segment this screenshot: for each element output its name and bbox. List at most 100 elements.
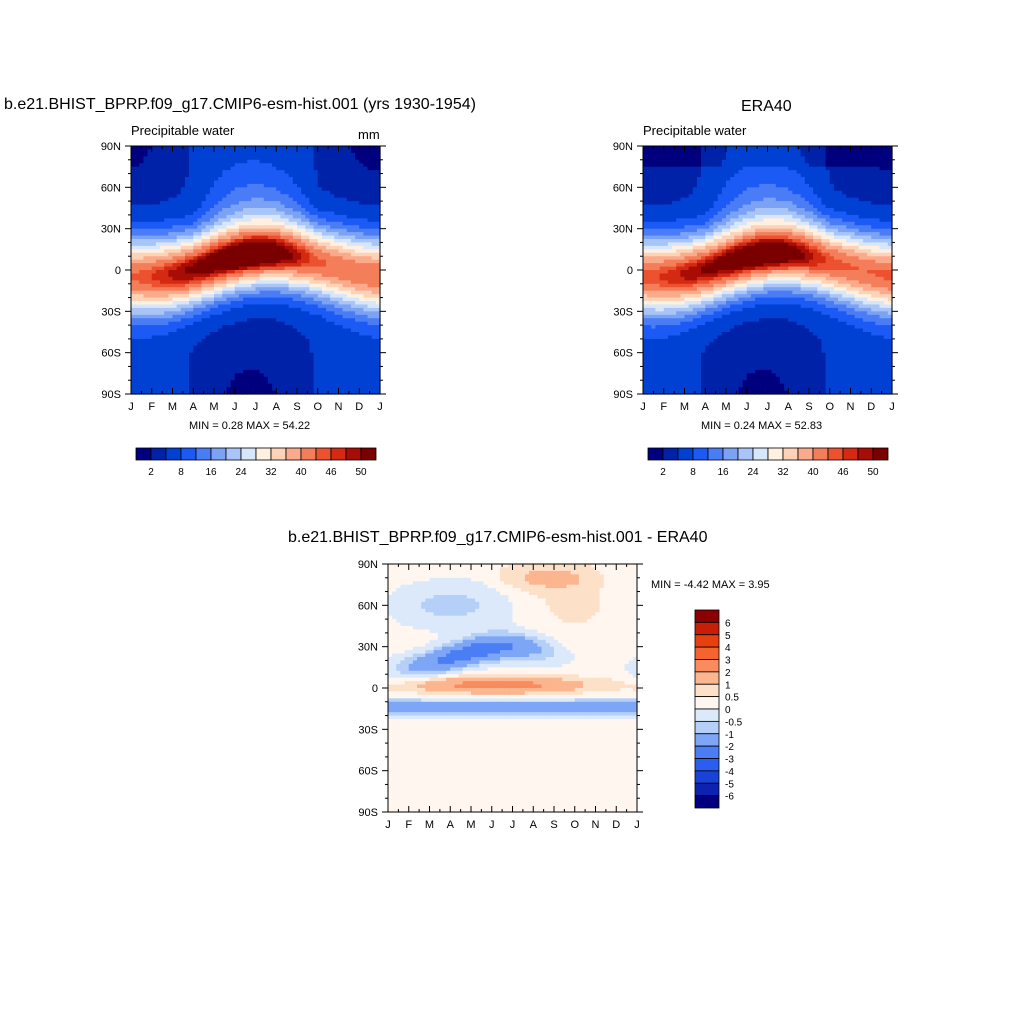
panel1-cell <box>305 366 311 371</box>
panel1-cell <box>234 270 240 275</box>
panel1-cell <box>139 263 145 268</box>
panel1-cell <box>209 173 215 178</box>
panel1-cell <box>355 156 360 161</box>
panel1-cell <box>342 208 348 213</box>
panel1-cell <box>226 287 232 292</box>
panel1-cell <box>155 245 161 250</box>
panel1-cell <box>209 211 215 216</box>
panel1-cell <box>193 342 198 347</box>
panel1-cell <box>292 245 298 250</box>
panel1-cell <box>301 252 306 257</box>
panel1-cell <box>197 366 203 371</box>
panel1-cell <box>139 328 145 333</box>
panel1-cell <box>238 349 244 354</box>
panel1-cell <box>263 204 269 209</box>
panel1-cell <box>201 297 207 302</box>
panel1-cell <box>346 363 352 368</box>
panel1-cell <box>301 373 306 378</box>
panel1-cell <box>180 273 186 278</box>
panel1-cell <box>321 280 327 285</box>
panel2-cell <box>655 369 661 374</box>
panel1-cell <box>172 304 178 309</box>
panel1-cell <box>350 180 356 185</box>
panel1-cell <box>309 156 315 161</box>
panel1-cell <box>263 211 269 216</box>
panel1-cell <box>284 376 290 381</box>
panel2-cell <box>667 266 673 271</box>
panel2-cell <box>672 249 677 254</box>
panel1-cell <box>189 183 194 188</box>
panel1-cell <box>367 242 373 247</box>
panel1-cell <box>334 232 340 237</box>
panel1-cell <box>230 307 236 312</box>
panel1-cell <box>131 273 136 278</box>
panel1-cell <box>164 235 169 240</box>
panel1-cell <box>238 201 244 206</box>
panel1-cell <box>131 373 136 378</box>
panel1-cell <box>197 387 203 392</box>
panel1-cell <box>342 187 348 192</box>
panel1-cell <box>255 208 261 213</box>
panel1-cell <box>326 163 331 168</box>
panel1-cell <box>309 304 315 309</box>
panel1-cell <box>363 307 369 312</box>
panel1-cell <box>218 201 223 206</box>
panel1-cell <box>267 190 273 195</box>
panel2-cell <box>647 252 652 257</box>
panel2-cell <box>643 383 648 388</box>
panel1-cell <box>342 245 348 250</box>
panel1-cell <box>172 197 178 202</box>
panel1-cell <box>251 280 257 285</box>
panel1-cell <box>176 204 182 209</box>
panel1-cell <box>313 294 319 299</box>
panel1-cell <box>255 259 261 264</box>
panel1-cell <box>355 363 360 368</box>
panel1-cell <box>367 387 373 392</box>
panel1-cell <box>367 380 373 385</box>
panel1-cell <box>147 363 153 368</box>
panel1-cell <box>209 287 215 292</box>
panel1-cell <box>309 225 315 230</box>
panel1-cell <box>160 252 165 257</box>
panel1-cell <box>326 225 331 230</box>
panel1-cell <box>151 318 157 323</box>
panel2-cell <box>651 297 657 302</box>
panel1-cell <box>131 149 136 154</box>
panel1-cell <box>234 187 240 192</box>
panel1-cell <box>209 159 215 164</box>
panel1-cell <box>197 146 203 151</box>
panel1-cell <box>371 194 377 199</box>
panel1-cell <box>326 259 331 264</box>
panel1-cell <box>326 173 331 178</box>
panel1-cell <box>168 390 174 395</box>
panel1-cell <box>197 356 203 361</box>
panel1-cell <box>272 146 277 151</box>
panel1-cell <box>135 356 140 361</box>
panel1-cell <box>371 366 377 371</box>
panel1-cell <box>176 239 182 244</box>
panel1-cell <box>197 177 203 182</box>
panel2-cell <box>663 146 669 151</box>
panel1-cell <box>143 256 149 261</box>
panel1-cell <box>326 273 331 278</box>
panel1-cell <box>151 383 157 388</box>
panel1-cell <box>251 190 257 195</box>
panel1-cell <box>297 283 302 288</box>
panel1-cell <box>193 338 198 343</box>
panel1-cell <box>230 363 236 368</box>
panel1-cell <box>226 245 232 250</box>
panel1-cell <box>209 273 215 278</box>
panel1-cell <box>139 273 145 278</box>
panel1-cell <box>292 304 298 309</box>
panel1-cell <box>367 197 373 202</box>
panel1-cell <box>209 252 215 257</box>
panel1-cell <box>218 283 223 288</box>
panel1-cell <box>131 249 136 254</box>
panel2-cell <box>663 290 669 295</box>
panel1-cell <box>251 263 257 268</box>
panel1-cell <box>313 359 319 364</box>
panel1-cell <box>209 221 215 226</box>
panel1-cell <box>297 152 302 157</box>
panel1-cell <box>234 228 240 233</box>
panel2-cell <box>672 301 677 306</box>
